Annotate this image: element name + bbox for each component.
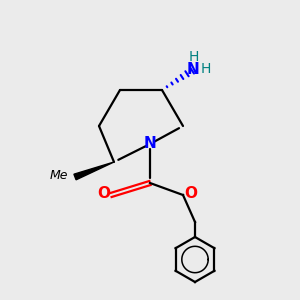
Text: O: O	[97, 186, 110, 201]
Polygon shape	[74, 162, 114, 180]
Text: N: N	[187, 61, 200, 76]
Text: Me: Me	[50, 169, 68, 182]
Text: N: N	[144, 136, 156, 152]
Text: H: H	[200, 62, 211, 76]
Text: H: H	[188, 50, 199, 64]
Text: O: O	[184, 186, 197, 201]
